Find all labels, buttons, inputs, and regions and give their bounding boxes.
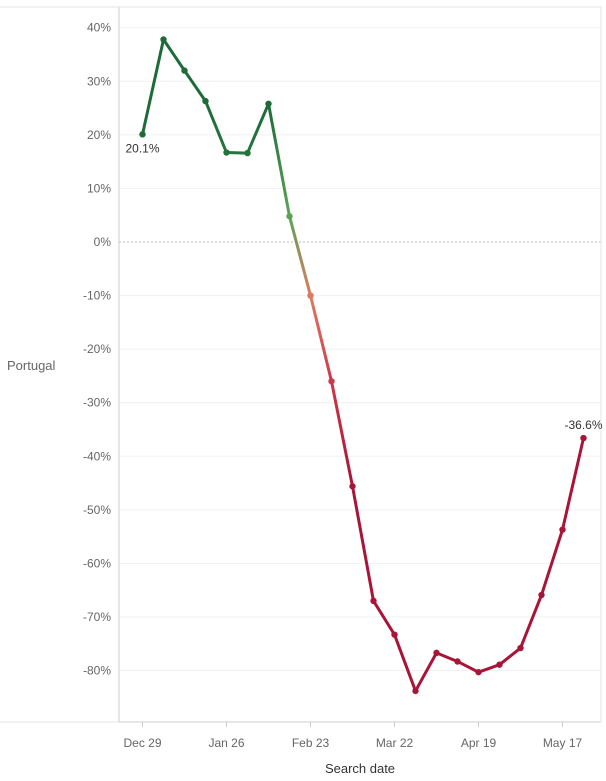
line-segment <box>351 484 375 603</box>
x-tick-label: Feb 23 <box>292 736 330 750</box>
line-segment <box>456 659 480 674</box>
line-segment <box>183 69 207 103</box>
series-points <box>139 36 587 695</box>
data-point[interactable] <box>538 591 545 599</box>
data-point[interactable] <box>370 597 377 605</box>
y-tick-label: -50% <box>83 503 111 517</box>
data-point[interactable] <box>286 213 293 220</box>
line-segment <box>288 214 312 298</box>
line-segment <box>225 151 249 155</box>
y-tick-label: -80% <box>83 664 111 678</box>
line-segment <box>498 646 522 667</box>
x-tick-label: Mar 22 <box>376 736 414 750</box>
line-segment <box>309 294 333 383</box>
y-tick-label: -70% <box>83 610 111 624</box>
point-data-label: 20.1% <box>125 141 159 155</box>
y-tick-label: 0% <box>94 235 112 249</box>
y-tick-label: -40% <box>83 449 111 463</box>
data-point[interactable] <box>307 292 314 299</box>
y-tick-label: 20% <box>87 128 111 142</box>
y-tick-label: 30% <box>87 74 111 88</box>
data-point[interactable] <box>223 149 230 156</box>
x-axis-ticks: Dec 29 Jan 26 Feb 23 Mar 22 Apr 19 May 17 <box>123 722 582 750</box>
y-axis-ticks: 40% 30% 20% 10% 0% -10% -20% -30% -40% -50% -60% -7… <box>83 21 111 678</box>
gridlines <box>119 27 601 672</box>
line-segment <box>414 651 438 693</box>
data-point[interactable] <box>139 131 146 138</box>
line-segment <box>267 102 291 218</box>
data-point[interactable] <box>433 649 440 657</box>
x-tick-label: Dec 29 <box>123 736 161 750</box>
data-point[interactable] <box>475 668 482 676</box>
data-point[interactable] <box>454 658 461 665</box>
line-segment <box>246 102 270 155</box>
data-point[interactable] <box>580 434 587 442</box>
data-point[interactable] <box>181 67 188 74</box>
data-point[interactable] <box>496 661 503 668</box>
x-tick-label: May 17 <box>543 736 583 750</box>
data-point[interactable] <box>517 644 524 652</box>
data-point[interactable] <box>391 631 398 638</box>
line-segment <box>372 599 396 637</box>
y-tick-label: -30% <box>83 396 111 410</box>
line-segment <box>141 38 165 136</box>
axes <box>0 6 602 723</box>
data-point[interactable] <box>559 526 566 533</box>
line-segment <box>477 663 501 674</box>
x-tick-label: Apr 19 <box>461 736 497 750</box>
y-tick-label: 10% <box>87 181 111 195</box>
line-segment <box>519 593 543 650</box>
data-labels: 20.1% -36.6% <box>125 141 602 432</box>
line-segment <box>204 99 228 155</box>
series-line <box>141 38 585 693</box>
line-segment <box>540 528 564 597</box>
data-point[interactable] <box>349 483 356 490</box>
line-segment <box>561 436 585 532</box>
line-segment <box>162 38 186 73</box>
data-point[interactable] <box>160 36 167 43</box>
y-tick-label: 40% <box>87 21 111 35</box>
data-point[interactable] <box>202 97 209 105</box>
data-point[interactable] <box>265 100 272 107</box>
line-segment <box>435 651 459 663</box>
y-tick-label: -60% <box>83 556 111 570</box>
x-tick-label: Jan 26 <box>208 736 244 750</box>
line-segment <box>330 379 354 488</box>
y-tick-label: -20% <box>83 342 111 356</box>
data-point[interactable] <box>328 378 335 385</box>
line-segment <box>393 633 417 693</box>
y-tick-label: -10% <box>83 289 111 303</box>
point-data-label: -36.6% <box>564 418 602 432</box>
x-axis-title: Search date <box>325 761 395 776</box>
row-label: Portugal <box>7 358 56 373</box>
data-point[interactable] <box>244 149 251 157</box>
data-point[interactable] <box>412 687 419 695</box>
